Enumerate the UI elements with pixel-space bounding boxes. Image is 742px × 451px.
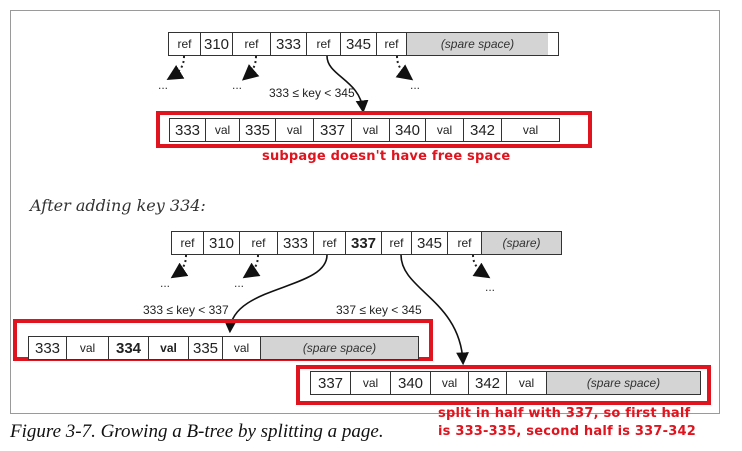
val-cell: val — [276, 119, 314, 141]
num-cell: 310 — [201, 33, 233, 55]
parent-page-row: ref 310 ref 333 ref 337 ref 345 ref (spare) — [171, 231, 562, 255]
num-cell: 337 — [314, 119, 352, 141]
ref-cell: ref — [307, 33, 341, 55]
val-cell: val — [149, 337, 189, 359]
dotted-arrow — [242, 254, 261, 279]
ellipsis: ... — [410, 78, 421, 92]
val-cell: val — [67, 337, 109, 359]
ref-cell: ref — [233, 33, 271, 55]
pointer-arrow — [400, 254, 469, 366]
num-cell: 337 — [346, 232, 382, 254]
val-cell: val — [522, 123, 539, 137]
dotted-arrow — [241, 55, 260, 81]
ref-cell: ref — [377, 33, 407, 55]
val-cell: val — [206, 119, 240, 141]
right-child-row: 337 val 340 val 342 val (spare space) — [310, 371, 701, 395]
range-label-top: 333 ≤ key < 345 — [269, 86, 355, 100]
after-heading: After adding key 334: — [30, 196, 206, 215]
val-cell: val — [431, 372, 469, 394]
ellipsis: ... — [160, 276, 171, 290]
num-cell: 340 — [390, 119, 426, 141]
num-cell: 334 — [109, 337, 149, 359]
top-page-row: ref 310 ref 333 ref 345 ref (spare space) — [168, 32, 559, 56]
split-note-line1: split in half with 337, so first half — [438, 406, 691, 421]
val-cell: val — [426, 119, 464, 141]
num-cell: 335 — [240, 119, 276, 141]
val-cell: val — [352, 119, 390, 141]
dotted-arrow — [395, 55, 414, 81]
pointer-arrow — [326, 55, 369, 114]
spare-space-cell: (spare space) — [261, 337, 418, 359]
ref-cell: ref — [314, 232, 346, 254]
num-cell: 310 — [204, 232, 240, 254]
num-cell: 345 — [341, 33, 377, 55]
dotted-arrow — [170, 254, 189, 279]
dotted-arrow — [472, 254, 491, 279]
spare-space-cell: (spare) — [482, 232, 561, 254]
val-cell: val — [351, 372, 391, 394]
val-cell: val — [223, 337, 261, 359]
ellipsis: ... — [485, 280, 496, 294]
num-cell: 345 — [412, 232, 448, 254]
num-cell: 342 — [464, 119, 502, 141]
range-label-right: 337 ≤ key < 345 — [336, 303, 422, 317]
ref-cell: ref — [169, 33, 201, 55]
ref-cell: ref — [172, 232, 204, 254]
right-child-highlight-box — [296, 365, 711, 405]
range-label-left: 333 ≤ key < 337 — [143, 303, 229, 317]
num-cell: 340 — [391, 372, 431, 394]
ref-cell: ref — [382, 232, 412, 254]
ellipsis: ... — [232, 78, 243, 92]
ref-cell: ref — [240, 232, 278, 254]
left-child-row: 333 val 334 val 335 val (spare space) — [28, 336, 419, 360]
ellipsis: ... — [158, 78, 169, 92]
num-cell: 335 — [189, 337, 223, 359]
val-cell: val — [507, 372, 547, 394]
spare-space-cell: (spare space) — [547, 372, 700, 394]
num-cell: 333 — [29, 337, 67, 359]
num-cell: 337 — [311, 372, 351, 394]
ref-cell: ref — [448, 232, 482, 254]
subpage-note: subpage doesn't have free space — [262, 149, 511, 164]
subpage-highlight-box — [156, 111, 592, 148]
subpage-row: 333 val 335 val 337 val 340 val 342 val — [169, 118, 560, 142]
ellipsis: ... — [234, 276, 245, 290]
num-cell: 342 — [469, 372, 507, 394]
figure-frame — [10, 10, 720, 414]
num-cell: 333 — [170, 119, 206, 141]
num-cell: 333 — [271, 33, 307, 55]
dotted-arrow — [166, 55, 185, 81]
pointer-arrow — [224, 254, 328, 334]
figure-caption: Figure 3-7. Growing a B-tree by splittin… — [10, 421, 384, 442]
split-note-line2: is 333-335, second half is 337-342 — [438, 424, 696, 439]
spare-space-cell: (spare space) — [407, 33, 548, 55]
num-cell: 333 — [278, 232, 314, 254]
